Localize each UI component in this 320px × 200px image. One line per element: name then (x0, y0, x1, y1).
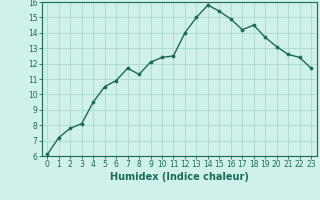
X-axis label: Humidex (Indice chaleur): Humidex (Indice chaleur) (110, 172, 249, 182)
